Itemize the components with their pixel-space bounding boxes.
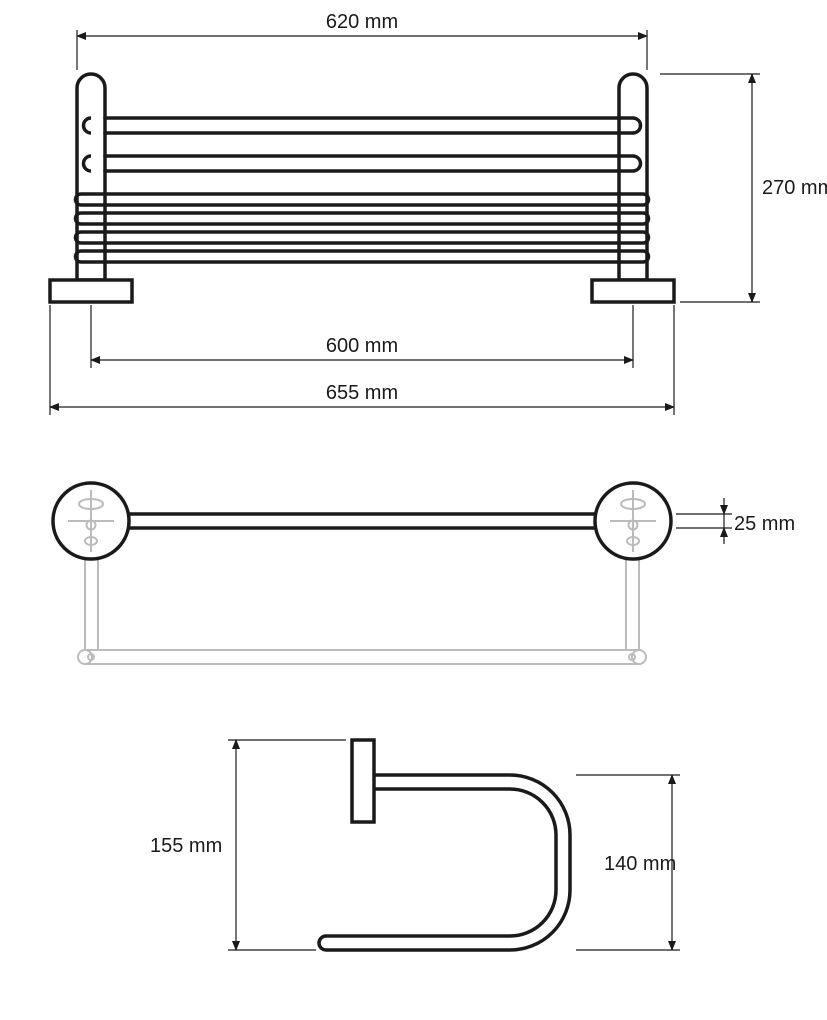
front-view: 620 mm — [50, 11, 827, 415]
dim-label-post-spacing: 600 mm — [326, 335, 398, 357]
front-rails — [76, 118, 649, 262]
dim-post-spacing: 600 mm — [91, 305, 633, 368]
dim-label-overall-width: 655 mm — [326, 382, 398, 404]
dim-bar-thickness: 25 mm — [676, 498, 795, 544]
dim-label-side-curve: 140 mm — [604, 853, 676, 875]
drawing-canvas: 620 mm — [0, 0, 827, 1020]
front-posts — [77, 74, 647, 280]
dim-label-height-right: 270 mm — [762, 177, 827, 199]
dim-side-curve: 140 mm — [576, 775, 680, 950]
dim-height-right: 270 mm — [660, 74, 827, 302]
dim-top-width: 620 mm — [77, 11, 647, 70]
dim-label-top-width: 620 mm — [326, 11, 398, 33]
dim-label-side-depth: 155 mm — [150, 835, 222, 857]
side-plate — [352, 740, 374, 822]
dim-label-bar-thickness: 25 mm — [734, 513, 795, 535]
dim-side-depth: 155 mm — [150, 740, 346, 950]
side-view: 155 mm 140 mm — [150, 740, 680, 950]
top-view: 25 mm — [53, 483, 795, 664]
front-base-plates — [50, 280, 674, 302]
